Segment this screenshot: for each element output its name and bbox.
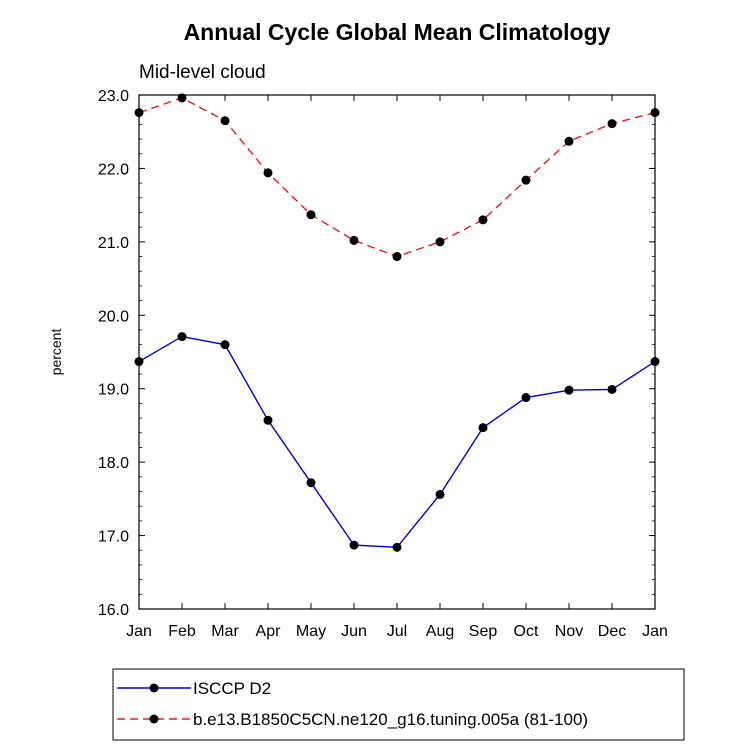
- y-tick-label: 20.0: [98, 308, 129, 325]
- x-tick-label: Apr: [256, 623, 282, 640]
- series-2-point: [607, 119, 617, 129]
- y-tick-label: 23.0: [98, 88, 129, 105]
- series-1-point: [521, 393, 531, 403]
- series-1-point: [177, 332, 187, 342]
- series-layer: [134, 93, 660, 552]
- x-tick-label: Jan: [126, 623, 152, 640]
- series-2-point: [564, 136, 574, 146]
- x-tick-label: Feb: [168, 623, 196, 640]
- series-2-point: [392, 252, 402, 262]
- x-tick-label: May: [296, 623, 326, 640]
- x-tick-label: Oct: [514, 623, 539, 640]
- y-tick-label: 21.0: [98, 235, 129, 252]
- series-1-point: [478, 423, 488, 433]
- plot-frame: [138, 94, 656, 610]
- series-1-point: [435, 489, 445, 499]
- legend-label-1: ISCCP D2: [193, 679, 271, 698]
- x-tick-label: Nov: [555, 623, 583, 640]
- y-tick-label: 16.0: [98, 602, 129, 619]
- series-line-2: [138, 97, 656, 258]
- series-2-point: [177, 93, 187, 103]
- series-2-point: [521, 175, 531, 185]
- x-tick-label: Jul: [387, 623, 407, 640]
- y-tick-label: 18.0: [98, 455, 129, 472]
- y-tick-label: 19.0: [98, 382, 129, 399]
- series-2-point: [478, 215, 488, 225]
- series-1-point: [564, 385, 574, 395]
- legend-box: [112, 668, 685, 741]
- x-tick-label: Jan: [642, 623, 668, 640]
- x-tick-label: Jun: [341, 623, 367, 640]
- x-tick-label: Aug: [426, 623, 454, 640]
- series-1-point: [306, 478, 316, 488]
- y-tick-label: 17.0: [98, 529, 129, 546]
- series-1-point: [392, 542, 402, 552]
- series-1-point: [134, 357, 144, 367]
- series-2-point: [306, 210, 316, 220]
- series-1-point: [263, 415, 273, 425]
- series-2-point: [435, 237, 445, 247]
- series-2-point: [134, 108, 144, 118]
- series-1-point: [349, 540, 359, 550]
- y-axis-ticks: 16.0 17.0 18.0 19.0 20.0 21.0 22.0 23.0: [98, 88, 655, 619]
- x-tick-label: Mar: [211, 623, 239, 640]
- legend: ISCCP D2 b.e13.B1850C5CN.ne120_g16.tuning…: [112, 668, 685, 741]
- series-1-point: [650, 357, 660, 367]
- chart-title: Annual Cycle Global Mean Climatology: [184, 19, 611, 45]
- series-2-point: [263, 168, 273, 178]
- series-2-point: [220, 116, 230, 126]
- x-axis-ticks: Jan Feb Mar Apr May Jun Jul Aug Sep Oct Nov Dec Jan: [126, 95, 668, 640]
- y-axis-label: percent: [48, 329, 64, 376]
- series-2-point: [349, 235, 359, 245]
- plot-frame-rect: [138, 94, 656, 610]
- legend-marker-2: [149, 714, 159, 724]
- x-tick-label: Dec: [598, 623, 626, 640]
- x-tick-label: Sep: [469, 623, 498, 640]
- y-tick-label: 22.0: [98, 161, 129, 178]
- series-1-point: [607, 384, 617, 394]
- legend-marker-1: [149, 683, 159, 693]
- legend-label-2: b.e13.B1850C5CN.ne120_g16.tuning.005a (8…: [193, 710, 588, 729]
- chart-subtitle: Mid-level cloud: [139, 62, 266, 83]
- series-line-1: [138, 335, 656, 549]
- series-2-point: [650, 108, 660, 118]
- series-1-point: [220, 340, 230, 350]
